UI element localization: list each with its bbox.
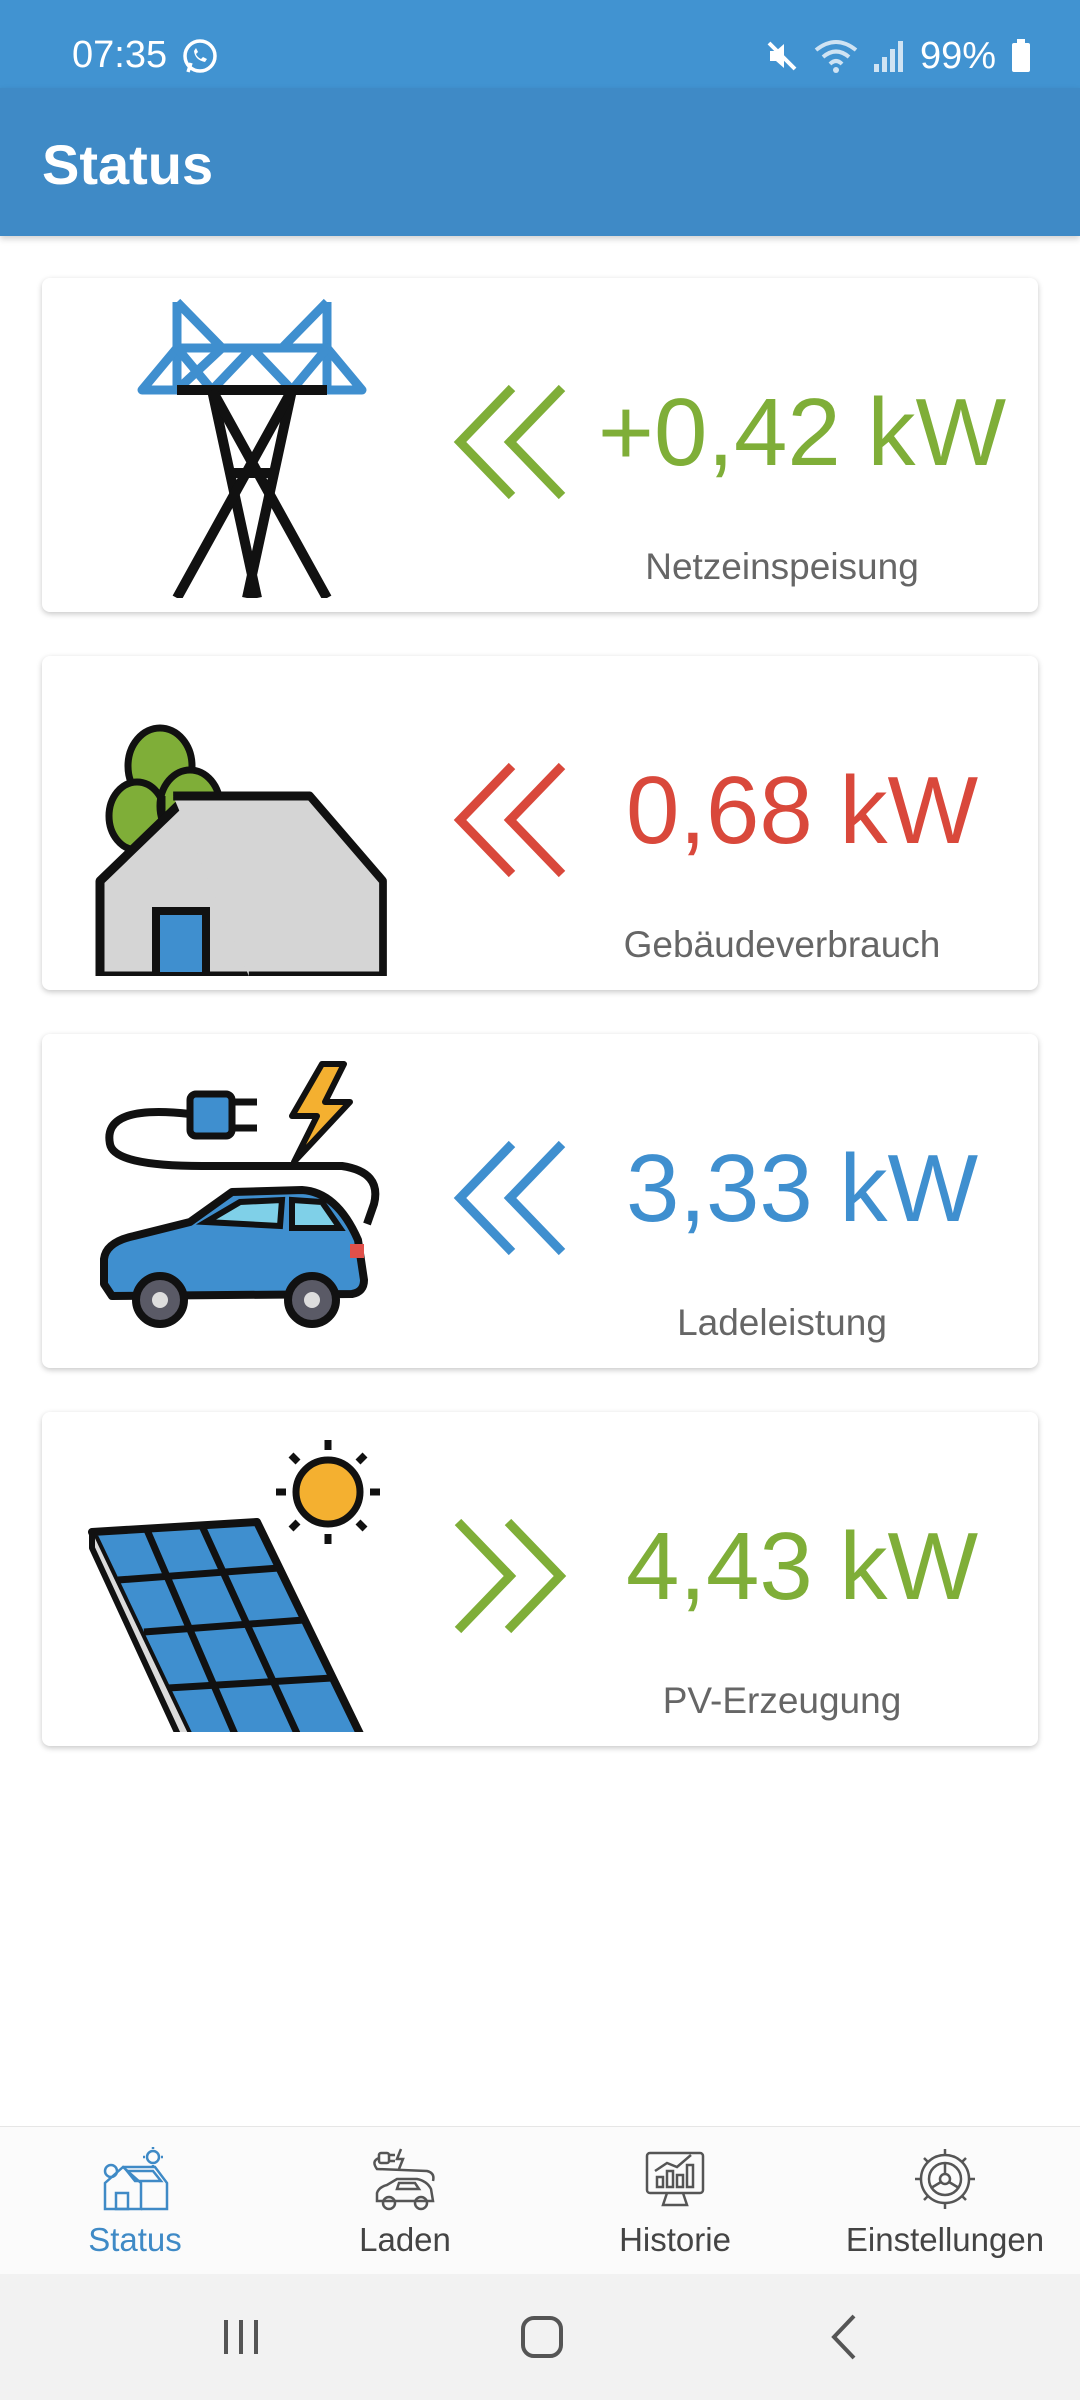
house-icon: [95, 724, 387, 976]
charging-power-label: Ladeleistung: [677, 1302, 887, 1343]
nav-item-laden[interactable]: Laden: [270, 2127, 540, 2275]
back-icon[interactable]: [810, 2302, 880, 2372]
building-consumption-value: 0,68 kW: [625, 757, 979, 864]
nav-item-status[interactable]: Status: [0, 2127, 270, 2275]
gear-icon: [915, 2149, 975, 2209]
building-consumption-card[interactable]: 0,68 kW Gebäudeverbrauch: [42, 656, 1038, 990]
whatsapp-icon: [183, 39, 217, 73]
charging-power-value: 3,33 kW: [625, 1135, 979, 1242]
double-left-arrow-icon: [453, 384, 566, 500]
battery-percent: 99%: [919, 34, 996, 77]
solar-panel-sun-icon: [88, 1440, 380, 1732]
home-icon[interactable]: [507, 2302, 577, 2372]
status-bar: 07:35 99%: [0, 0, 1080, 88]
double-left-arrow-icon: [453, 762, 566, 878]
grid-feed-card[interactable]: +0,42 kW Netzeinspeisung: [42, 278, 1038, 612]
power-pylon-icon: [137, 298, 367, 598]
charging-power-card[interactable]: 3,33 kW Ladeleistung: [42, 1034, 1038, 1368]
nav-label-historie: Historie: [619, 2221, 731, 2258]
nav-item-historie[interactable]: Historie: [540, 2127, 810, 2275]
mute-icon: [767, 41, 797, 71]
nav-label-einstellungen: Einstellungen: [845, 2221, 1045, 2258]
pv-generation-value: 4,43 kW: [625, 1513, 979, 1620]
ev-car-plug-icon: [100, 1061, 380, 1328]
chart-monitor-icon: [645, 2151, 705, 2207]
battery-icon: [1012, 39, 1030, 72]
signal-icon: [873, 41, 903, 72]
page-title: Status: [42, 133, 214, 196]
grid-feed-label: Netzeinspeisung: [645, 546, 919, 587]
status-time: 07:35: [72, 34, 168, 76]
nav-item-einstellungen[interactable]: Einstellungen: [810, 2127, 1080, 2275]
double-left-arrow-icon: [453, 1140, 566, 1256]
wifi-icon: [814, 40, 858, 73]
car-charging-icon: [373, 2148, 435, 2211]
pv-generation-label: PV-Erzeugung: [662, 1680, 902, 1721]
nav-label-status: Status: [88, 2221, 182, 2258]
system-navigation-bar: [0, 2274, 1080, 2400]
house-solar-icon: [103, 2147, 169, 2211]
grid-feed-value: +0,42 kW: [597, 379, 1007, 486]
bottom-navigation: Status Laden: [0, 2126, 1080, 2275]
pv-generation-card[interactable]: 4,43 kW PV-Erzeugung: [42, 1412, 1038, 1746]
building-consumption-label: Gebäudeverbrauch: [623, 924, 941, 965]
double-right-arrow-icon: [454, 1518, 567, 1634]
app-bar: Status: [0, 88, 1080, 236]
status-icons: 99%: [764, 34, 1032, 78]
nav-label-laden: Laden: [359, 2221, 451, 2258]
recent-apps-icon[interactable]: [206, 2302, 276, 2372]
